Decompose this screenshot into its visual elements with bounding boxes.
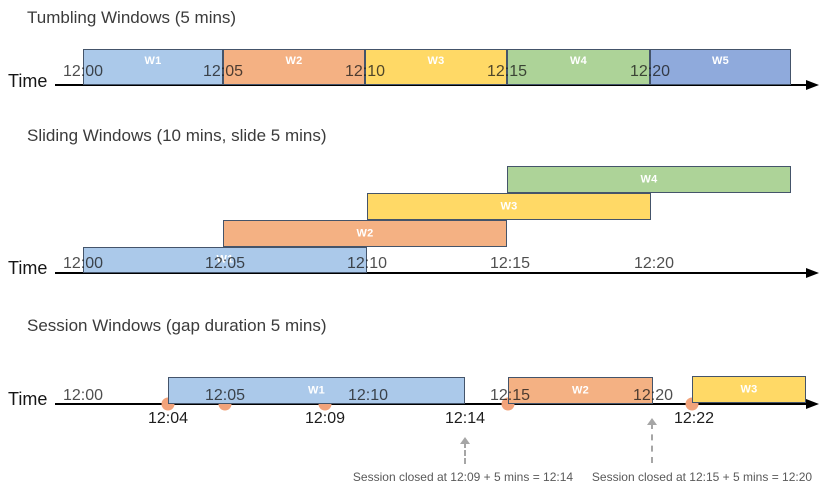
window-label: W2 bbox=[285, 55, 303, 67]
tick-label: 12:10 bbox=[344, 63, 386, 80]
window-label: W1 bbox=[144, 55, 162, 67]
event-time-label: 12:14 bbox=[444, 410, 486, 427]
window-box-w3: W3 bbox=[365, 49, 507, 85]
tick-label: 12:15 bbox=[489, 255, 531, 272]
callout-text: Session closed at 12:09 + 5 mins = 12:14 bbox=[352, 470, 574, 484]
window-label: W2 bbox=[571, 384, 590, 397]
tick-label: 12:10 bbox=[347, 387, 389, 404]
window-label: W4 bbox=[569, 55, 588, 67]
window-box-w1: W1 bbox=[83, 49, 223, 85]
time-axis-line-sliding-windows bbox=[55, 272, 806, 274]
window-box-w2: W2 bbox=[223, 220, 507, 247]
tick-label: 12:15 bbox=[486, 63, 528, 80]
section-title-session-windows: Session Windows (gap duration 5 mins) bbox=[27, 316, 327, 335]
window-label: W1 bbox=[307, 384, 326, 397]
time-axis-arrow-icon bbox=[806, 268, 819, 278]
callout-arrow bbox=[464, 442, 466, 464]
tick-label: 12:20 bbox=[632, 387, 674, 404]
time-axis-label-sliding-windows: Time bbox=[8, 258, 48, 278]
section-title-sliding-windows: Sliding Windows (10 mins, slide 5 mins) bbox=[27, 126, 327, 145]
section-title-tumbling-windows: Tumbling Windows (5 mins) bbox=[27, 8, 237, 27]
event-time-label: 12:09 bbox=[304, 410, 346, 427]
tick-label: 12:10 bbox=[346, 255, 388, 272]
window-box-w3: W3 bbox=[692, 376, 806, 403]
window-label: W4 bbox=[640, 173, 658, 186]
window-label: W1 bbox=[216, 253, 234, 266]
time-axis-label-tumbling-windows: Time bbox=[8, 71, 48, 91]
event-time-label: 12:22 bbox=[673, 410, 715, 427]
callout-text: Session closed at 12:15 + 5 mins = 12:20 bbox=[591, 470, 813, 484]
callout-arrow bbox=[651, 423, 653, 463]
tick-label: 12:00 bbox=[62, 255, 104, 272]
tick-label: 12:05 bbox=[202, 63, 244, 80]
window-box-w1: W1 bbox=[168, 377, 465, 404]
tick-label: 12:15 bbox=[489, 387, 531, 404]
window-label: W5 bbox=[711, 55, 730, 67]
time-axis-arrow-icon bbox=[806, 399, 819, 409]
callout-arrow-head-icon bbox=[647, 418, 657, 425]
window-box-w4: W4 bbox=[507, 49, 650, 85]
tick-label: 12:05 bbox=[204, 255, 246, 272]
time-axis-line-session-windows bbox=[55, 403, 806, 405]
window-box-w5: W5 bbox=[650, 49, 791, 85]
window-box-w4: W4 bbox=[507, 166, 791, 193]
window-box-w1: W1 bbox=[83, 247, 367, 273]
time-axis-line-tumbling-windows bbox=[55, 84, 806, 86]
tick-label: 12:00 bbox=[62, 387, 104, 404]
window-label: W2 bbox=[356, 227, 374, 240]
time-axis-arrow-icon bbox=[806, 80, 819, 90]
tick-label: 12:00 bbox=[62, 63, 104, 80]
window-label: W3 bbox=[427, 55, 445, 67]
window-box-w3: W3 bbox=[367, 193, 651, 220]
window-label: W3 bbox=[500, 200, 518, 213]
window-box-w2: W2 bbox=[508, 377, 653, 404]
tick-label: 12:20 bbox=[629, 63, 671, 80]
window-label: W3 bbox=[740, 383, 758, 396]
event-time-label: 12:04 bbox=[147, 410, 189, 427]
callout-arrow-head-icon bbox=[460, 437, 470, 444]
window-box-w2: W2 bbox=[223, 49, 365, 85]
tick-label: 12:05 bbox=[204, 387, 246, 404]
tick-label: 12:20 bbox=[633, 255, 675, 272]
time-axis-label-session-windows: Time bbox=[8, 389, 48, 409]
